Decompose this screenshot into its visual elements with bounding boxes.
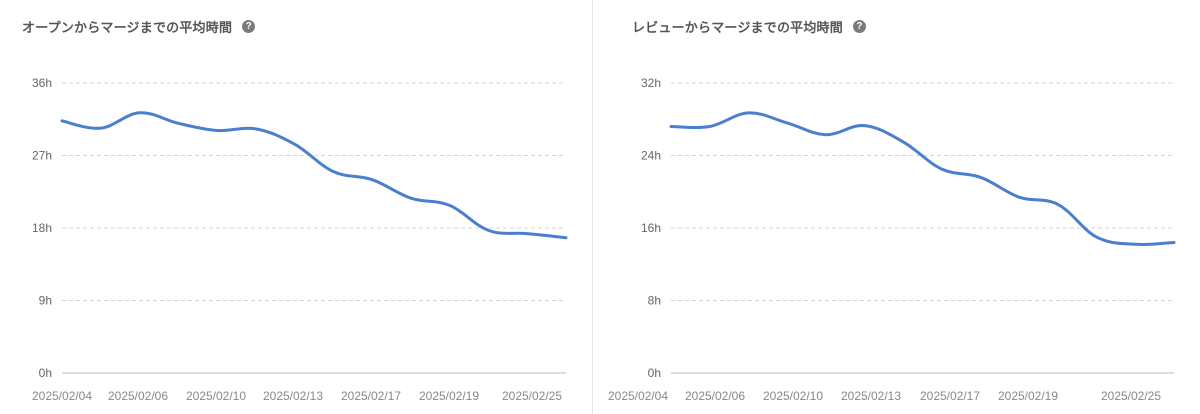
- y-tick-label: 36h: [32, 76, 52, 90]
- data-point[interactable]: [522, 229, 532, 239]
- data-point[interactable]: [251, 124, 261, 134]
- data-point[interactable]: [821, 130, 831, 140]
- panel-header: レビューからマージまでの平均時間 ?: [632, 17, 866, 36]
- y-tick-label: 9h: [39, 294, 52, 308]
- y-tick-label: 0h: [39, 366, 52, 380]
- x-tick-label: 2025/02/17: [920, 389, 980, 403]
- data-point[interactable]: [483, 225, 493, 235]
- data-point[interactable]: [290, 139, 300, 149]
- data-point[interactable]: [743, 108, 753, 118]
- data-point[interactable]: [1014, 192, 1024, 202]
- x-tick-label: 2025/02/06: [685, 389, 745, 403]
- x-tick-label: 2025/02/10: [763, 389, 823, 403]
- data-point[interactable]: [782, 118, 792, 128]
- y-tick-label: 24h: [641, 149, 661, 163]
- x-tick-label: 2025/02/13: [263, 389, 323, 403]
- data-point[interactable]: [1130, 239, 1140, 249]
- review-to-merge-panel: レビューからマージまでの平均時間 ? 0h 8h 16h 24h 32h 2025/02/…: [608, 0, 1200, 414]
- x-tick-label: 2025/02/10: [186, 389, 246, 403]
- data-point[interactable]: [937, 164, 947, 174]
- data-point[interactable]: [561, 233, 571, 243]
- y-tick-label: 8h: [648, 294, 661, 308]
- data-point[interactable]: [976, 172, 986, 182]
- data-point[interactable]: [445, 200, 455, 210]
- data-point[interactable]: [367, 175, 377, 185]
- x-tick-label: 2025/02/04: [32, 389, 92, 403]
- data-point[interactable]: [1053, 199, 1063, 209]
- x-tick-label: 2025/02/04: [608, 389, 668, 403]
- panel-title: オープンからマージまでの平均時間: [22, 20, 233, 35]
- x-tick-label: 2025/02/06: [108, 389, 168, 403]
- y-tick-label: 32h: [641, 76, 661, 90]
- series-line: [60, 111, 568, 240]
- y-tick-label: 0h: [648, 366, 661, 380]
- y-tick-label: 16h: [641, 221, 661, 235]
- open-to-merge-chart: 0h 9h 18h 27h 36h 2025/02/04 2025/02/06 2025/02…: [32, 76, 571, 403]
- open-to-merge-panel: オープンからマージまでの平均時間 ? 0h 9h 18h 27h 36h 2025/02/…: [0, 0, 592, 414]
- x-tick-label: 2025/02/17: [341, 389, 401, 403]
- panel-divider: [592, 0, 593, 414]
- data-point[interactable]: [705, 122, 715, 132]
- data-point[interactable]: [96, 123, 106, 133]
- panel-header: オープンからマージまでの平均時間 ?: [22, 17, 256, 36]
- help-icon[interactable]: ?: [852, 20, 866, 33]
- data-point[interactable]: [1169, 238, 1179, 248]
- data-point[interactable]: [173, 118, 183, 128]
- data-point[interactable]: [135, 108, 145, 118]
- data-point[interactable]: [859, 121, 869, 131]
- y-tick-label: 27h: [32, 149, 52, 163]
- help-icon[interactable]: ?: [242, 20, 256, 33]
- data-point[interactable]: [328, 167, 338, 177]
- x-tick-label: 2025/02/13: [841, 389, 901, 403]
- data-point[interactable]: [212, 126, 222, 136]
- x-tick-label: 2025/02/25: [1101, 389, 1161, 403]
- review-to-merge-chart: 0h 8h 16h 24h 32h 2025/02/04 2025/02/06 2025/02…: [608, 76, 1179, 403]
- x-tick-label: 2025/02/19: [998, 389, 1058, 403]
- x-tick-label: 2025/02/25: [502, 389, 562, 403]
- panel-title: レビューからマージまでの平均時間: [632, 20, 843, 35]
- data-point[interactable]: [1092, 232, 1102, 242]
- data-point[interactable]: [406, 193, 416, 203]
- data-point[interactable]: [57, 116, 67, 126]
- data-point[interactable]: [666, 122, 676, 132]
- x-tick-label: 2025/02/19: [419, 389, 479, 403]
- data-point[interactable]: [898, 137, 908, 147]
- y-tick-label: 18h: [32, 221, 52, 235]
- series-line: [669, 111, 1176, 247]
